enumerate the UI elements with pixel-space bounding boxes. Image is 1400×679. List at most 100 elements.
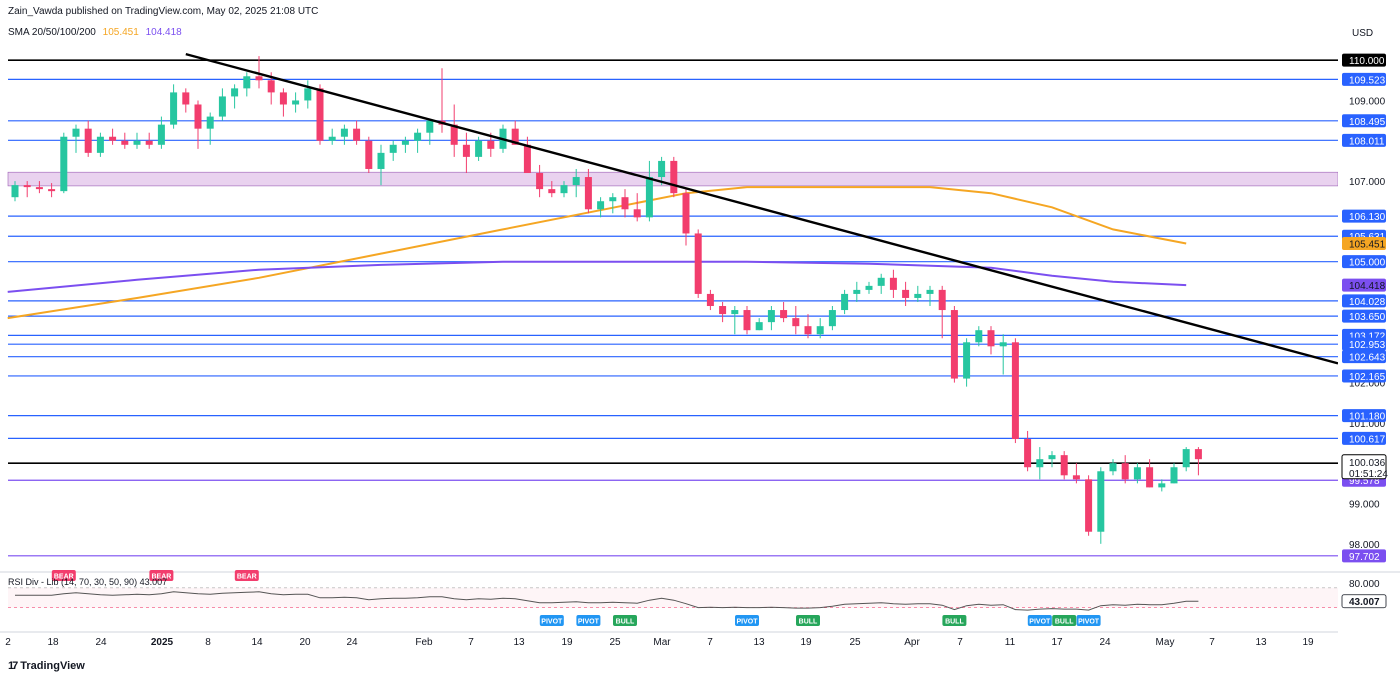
x-tick-label: 8: [205, 637, 211, 648]
signal-badge: [149, 570, 174, 581]
candle-body: [950, 310, 958, 379]
candle-body: [328, 136, 336, 141]
candle-body: [902, 289, 910, 298]
level-badge-label: 105.000: [1349, 258, 1386, 269]
candle-body: [1194, 449, 1202, 460]
signal-badge: [576, 615, 601, 626]
candle-body: [1048, 455, 1056, 460]
candle-body: [170, 92, 178, 125]
candle-body: [938, 289, 946, 311]
y-tick-label: 99.000: [1349, 500, 1380, 511]
signal-badge: [735, 615, 759, 626]
candle-body: [353, 128, 361, 141]
level-badge: [1342, 53, 1386, 67]
x-tick-label: 24: [1099, 637, 1111, 648]
x-tick-label: 14: [251, 637, 263, 648]
candle-body: [658, 160, 666, 178]
x-tick-label: Mar: [653, 637, 671, 648]
y-tick-label: 101.000: [1349, 419, 1386, 430]
candle-body: [633, 209, 641, 218]
candle-body: [743, 310, 751, 331]
horizontal-levels: [8, 59, 1338, 557]
y-tick-label: 107.000: [1349, 177, 1386, 188]
x-tick-label: 13: [753, 637, 765, 648]
x-tick-label: 7: [468, 637, 474, 648]
y-tick-label: 98.000: [1349, 540, 1380, 551]
candle-body: [267, 80, 275, 93]
candle-body: [1060, 455, 1068, 476]
sma-badge-label: 104.418: [1349, 281, 1386, 292]
sma-purple-line: [7, 260, 1187, 293]
trendline-line: [185, 52, 1339, 365]
candle-body: [243, 76, 251, 89]
candle-body: [682, 193, 690, 234]
level-badge: [1342, 309, 1386, 323]
candle-body: [963, 342, 971, 379]
x-tick-label: 2025: [151, 637, 174, 648]
candle-body: [121, 140, 129, 145]
candle-body: [231, 88, 239, 97]
candle-body: [340, 128, 348, 137]
candle-body: [1170, 467, 1178, 484]
rsi-panel: 80.000 43.007: [0, 571, 1400, 611]
level-badge: [1342, 72, 1386, 86]
candle-body: [584, 177, 592, 210]
y-tick-label: 109.000: [1349, 96, 1386, 107]
candle-body: [645, 177, 653, 218]
level-badge: [1342, 369, 1386, 383]
level-badge: [1342, 350, 1386, 364]
signal-label: BULL: [945, 619, 964, 626]
candle-body: [133, 140, 141, 145]
signal-badge: [51, 570, 76, 581]
candle-body: [1085, 479, 1093, 532]
candle-body: [731, 310, 739, 315]
candle-body: [401, 140, 409, 145]
candle-body: [999, 342, 1007, 347]
level-badge: [1342, 431, 1386, 445]
candle-body: [926, 289, 934, 294]
rsi-legend[interactable]: RSI Div - Lib (14, 70, 30, 50, 90) 43.00…: [8, 577, 168, 587]
moving-averages: [7, 186, 1187, 320]
x-tick-label: 7: [707, 637, 713, 648]
candle-body: [694, 233, 702, 294]
candle-body: [475, 140, 483, 157]
sma-value-1: 105.451: [102, 27, 139, 38]
candle-body: [780, 310, 788, 319]
tradingview-brand[interactable]: 17 TradingView: [8, 660, 85, 672]
candle-body: [60, 136, 68, 192]
candle-body: [255, 76, 263, 81]
candle-body: [670, 160, 678, 194]
level-badge-label: 104.028: [1349, 297, 1386, 308]
sma-legend[interactable]: SMA 20/50/100/200 105.451 104.418: [8, 27, 182, 38]
candle-body: [84, 128, 92, 153]
candle-body: [755, 322, 763, 331]
currency-label[interactable]: USD: [1352, 28, 1374, 39]
level-badge: [1342, 209, 1386, 223]
level-badge-label: 108.495: [1349, 117, 1386, 128]
candle-body: [218, 96, 226, 117]
candle-body: [1146, 467, 1154, 488]
candle-body: [279, 92, 287, 105]
candle-body: [511, 128, 519, 145]
signal-badge: [1027, 615, 1052, 626]
candle-body: [1121, 463, 1129, 480]
candle-body: [816, 326, 824, 335]
candle-body: [1097, 471, 1105, 532]
candle-body: [1182, 449, 1190, 468]
level-badge-label: 103.172: [1349, 331, 1386, 342]
candle-body: [1024, 439, 1032, 468]
sma-label: SMA 20/50/100/200: [8, 27, 96, 38]
candle-body: [72, 128, 80, 137]
candles: [11, 56, 1202, 544]
candle-body: [706, 293, 714, 307]
candle-body: [865, 285, 873, 290]
level-badge-label: 103.650: [1349, 312, 1386, 323]
candle-body: [597, 201, 605, 210]
candle-body: [316, 88, 324, 141]
x-tick-label: 7: [1209, 637, 1215, 648]
candle-body: [914, 293, 922, 298]
sma-badge: [1342, 237, 1386, 251]
candle-body: [145, 140, 153, 145]
rsi-line: [15, 591, 1199, 611]
